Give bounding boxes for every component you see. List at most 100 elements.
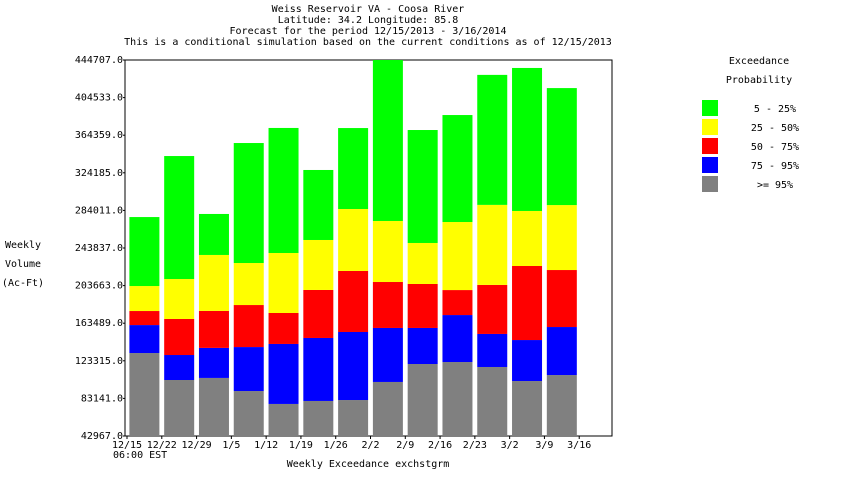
bar-segment: [164, 318, 195, 356]
y-tick-label: 83141.0: [81, 393, 123, 404]
x-tick-label: 1/19: [289, 440, 313, 451]
bar-segment: [546, 270, 577, 328]
legend-title: Probability: [726, 75, 792, 86]
bar-segment: [198, 377, 229, 436]
x-axis-label: Weekly Exceedance exchstgrm: [287, 459, 450, 470]
bar-segment: [268, 403, 299, 436]
legend-swatch: [702, 176, 718, 192]
legend-swatch: [702, 119, 718, 135]
bar-segment: [303, 239, 334, 290]
y-tick-label: 364359.0: [75, 130, 123, 141]
bar-segment: [198, 213, 229, 255]
legend-label: >= 95%: [757, 180, 793, 191]
legend-label: 25 - 50%: [751, 123, 799, 134]
bar-segment: [477, 204, 508, 285]
legend-label: 75 - 95%: [751, 161, 799, 172]
y-tick-label: 163489.0: [75, 318, 123, 329]
bar-segment: [198, 254, 229, 311]
x-tick-label: 2/2: [361, 440, 379, 451]
bar-segment: [198, 347, 229, 378]
x-tick-label: 1/12: [254, 440, 278, 451]
bar-segment: [268, 127, 299, 253]
bar-segment: [477, 333, 508, 367]
bar-segment: [372, 381, 403, 436]
bar-segment: [546, 205, 577, 271]
bar-segment: [512, 381, 543, 436]
bar-segment: [233, 143, 264, 264]
bar-segment: [372, 220, 403, 283]
legend-swatch: [702, 157, 718, 173]
bar-segment: [546, 327, 577, 376]
x-tick-label: 12/22: [147, 440, 177, 451]
bar-segment: [477, 284, 508, 334]
bar-segment: [233, 391, 264, 436]
bar-segment: [407, 242, 438, 284]
bar-segment: [512, 210, 543, 267]
bar-segment: [303, 337, 334, 401]
bar-segment: [546, 375, 577, 436]
bar-segment: [303, 289, 334, 338]
chart-title: This is a conditional simulation based o…: [124, 37, 612, 48]
y-tick-label: 324185.0: [75, 168, 123, 179]
chart-title: Forecast for the period 12/15/2013 - 3/1…: [230, 26, 507, 37]
y-tick-label: 42967.0: [81, 431, 123, 442]
bar-segment: [442, 115, 473, 223]
bar-segment: [477, 366, 508, 436]
bar-segment: [512, 67, 543, 211]
bar-segment: [372, 282, 403, 328]
y-tick-label: 404533.0: [75, 93, 123, 104]
x-note: 06:00 EST: [113, 450, 167, 461]
chart-title: Weiss Reservoir VA - Coosa River: [272, 4, 465, 15]
bar-segment: [546, 88, 577, 206]
bar-segment: [407, 283, 438, 328]
x-tick-label: 3/16: [567, 440, 591, 451]
bar-segment: [338, 209, 369, 271]
y-axis-label: (Ac-Ft): [2, 278, 44, 289]
legend-title: Exceedance: [729, 56, 789, 67]
bar-segment: [129, 217, 160, 287]
bar-segment: [233, 305, 264, 348]
bar-segment: [407, 130, 438, 243]
bar-segment: [129, 286, 160, 312]
bar-segment: [442, 362, 473, 436]
x-tick-label: 12/15: [112, 440, 142, 451]
bar-segment: [198, 310, 229, 348]
bar-segment: [372, 327, 403, 382]
bar-segment: [407, 327, 438, 364]
bar-segment: [303, 169, 334, 240]
y-axis-label: Volume: [5, 259, 41, 270]
bar-segment: [338, 128, 369, 210]
y-tick-label: 123315.0: [75, 356, 123, 367]
y-tick-label: 284011.0: [75, 205, 123, 216]
y-tick-label: 203663.0: [75, 281, 123, 292]
x-tick-label: 2/9: [396, 440, 414, 451]
x-tick-label: 3/9: [535, 440, 553, 451]
legend-label: 50 - 75%: [751, 142, 799, 153]
bar-segment: [512, 340, 543, 382]
x-tick-label: 12/29: [182, 440, 212, 451]
bar-segment: [129, 325, 160, 354]
bar-segment: [338, 331, 369, 401]
bar-segment: [164, 355, 195, 381]
bar-segment: [268, 312, 299, 344]
y-tick-label: 444707.0: [75, 55, 123, 66]
x-tick-label: 1/26: [324, 440, 348, 451]
x-tick-label: 3/2: [501, 440, 519, 451]
bar-segment: [164, 156, 195, 280]
bar-segment: [129, 353, 160, 436]
legend-swatch: [702, 100, 718, 116]
x-tick-label: 2/16: [428, 440, 452, 451]
bar-segment: [442, 290, 473, 316]
bar-segment: [512, 266, 543, 341]
bar-segment: [442, 222, 473, 291]
bar-segment: [164, 380, 195, 436]
legend-label: 5 - 25%: [754, 104, 796, 115]
bar-segment: [233, 347, 264, 392]
legend-swatch: [702, 138, 718, 154]
chart-title: Latitude: 34.2 Longitude: 85.8: [278, 15, 459, 26]
y-tick-label: 243837.0: [75, 243, 123, 254]
bar-segment: [268, 252, 299, 313]
bar-segment: [129, 311, 160, 326]
